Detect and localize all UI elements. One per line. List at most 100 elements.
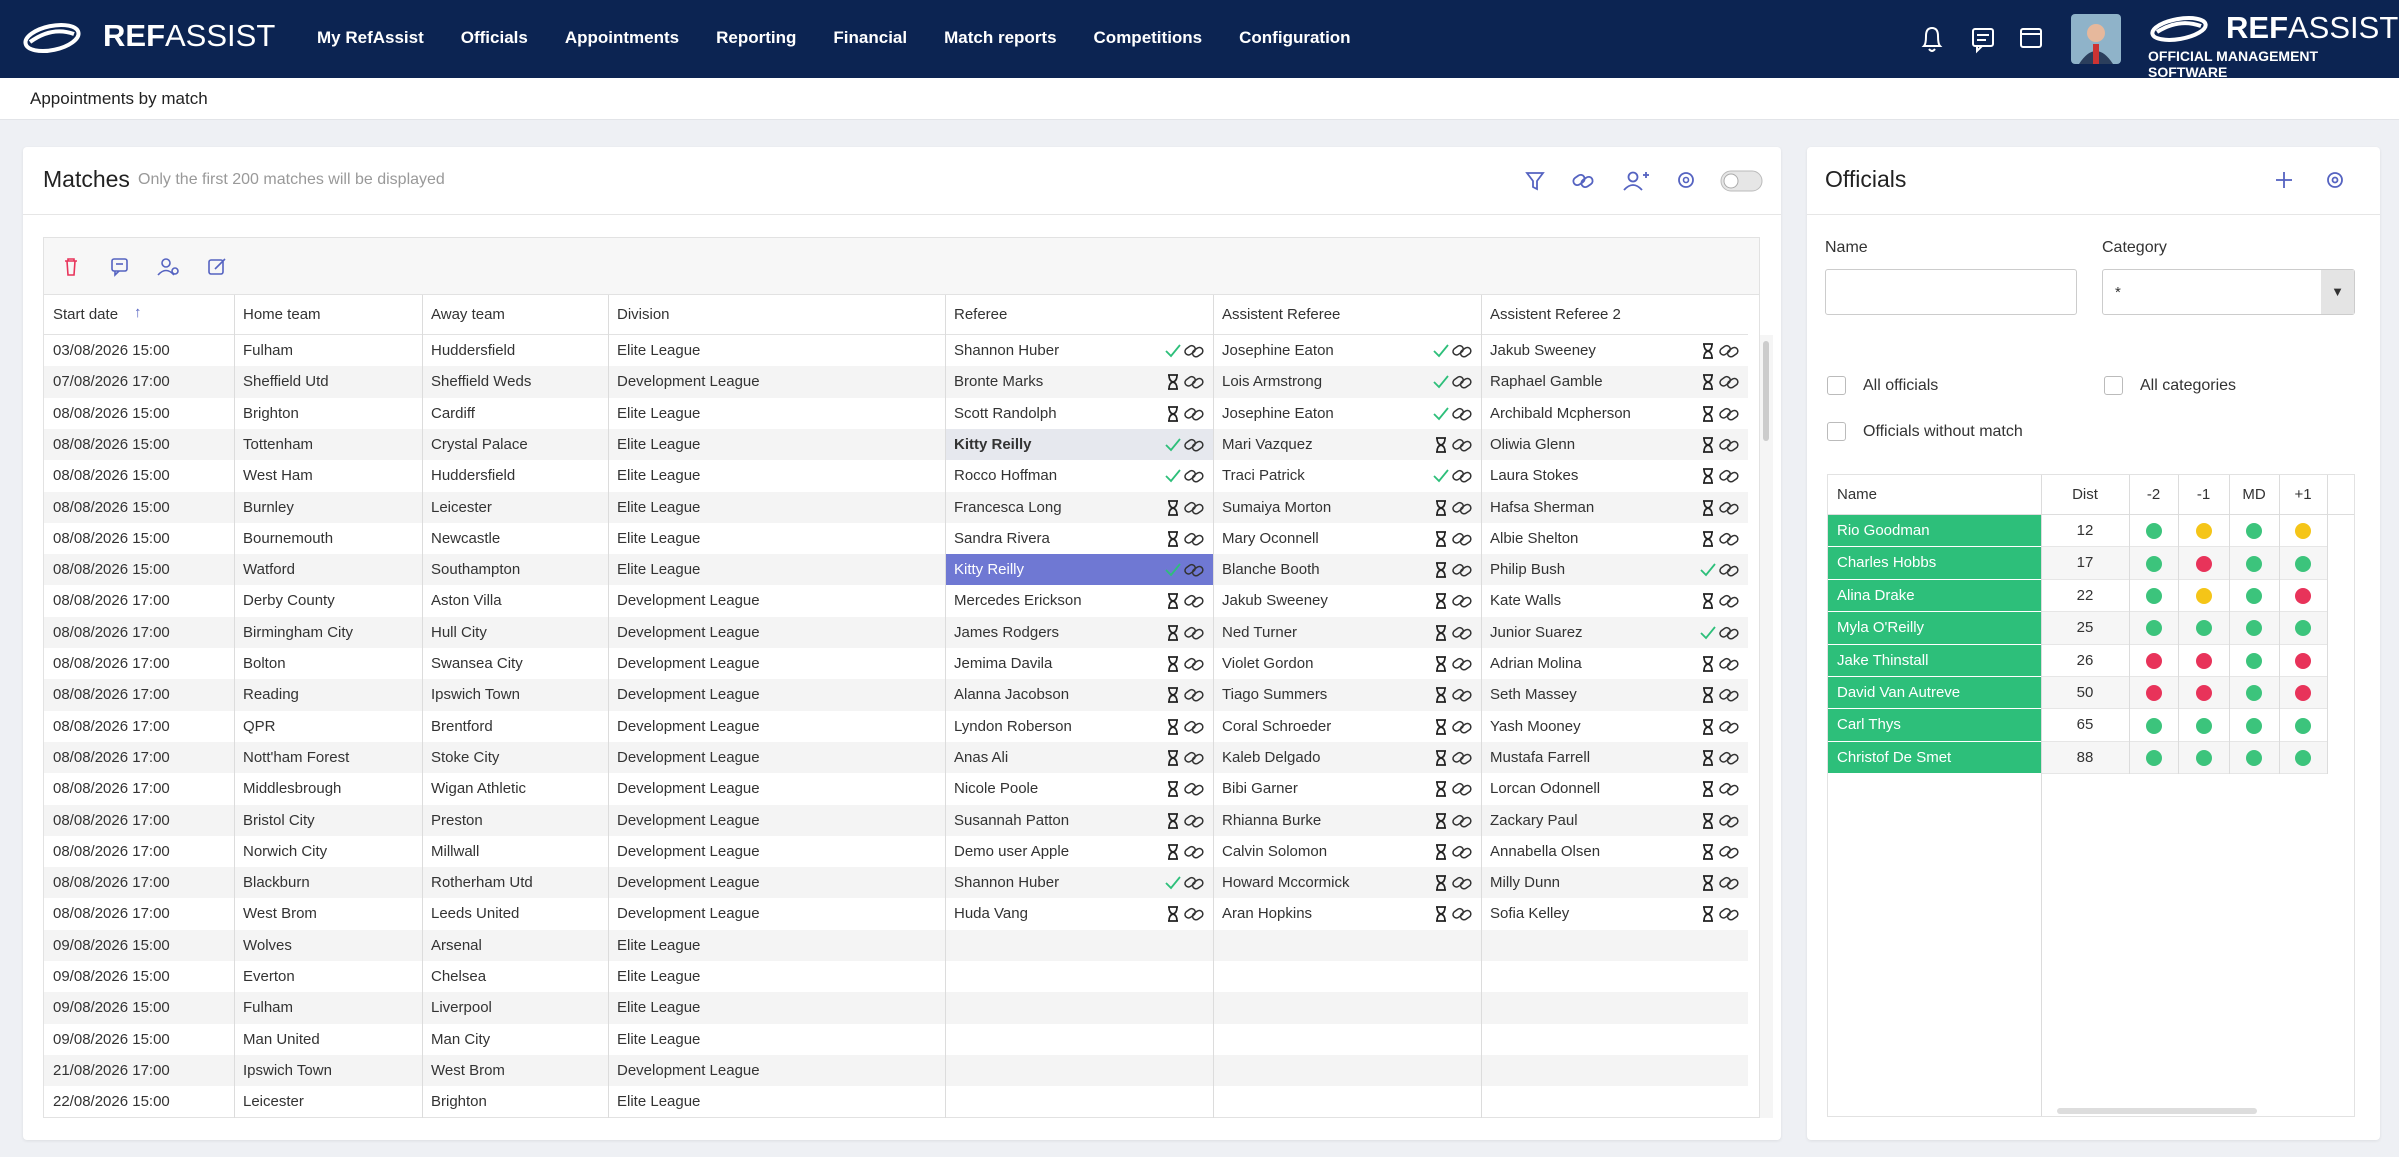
- match-row[interactable]: [44, 460, 1748, 492]
- column-header[interactable]: MD: [2242, 486, 2266, 503]
- official-name[interactable]: Myla O'Reilly: [1828, 612, 2041, 645]
- column-header[interactable]: Division: [617, 306, 670, 323]
- pending-icon[interactable]: [1431, 685, 1475, 705]
- pending-icon[interactable]: [1431, 779, 1475, 799]
- matches-actions[interactable]: [1523, 167, 1773, 197]
- confirmed-icon[interactable]: [1431, 404, 1475, 424]
- table-cell[interactable]: Lyndon Roberson: [945, 711, 1213, 742]
- match-row[interactable]: [44, 428, 1748, 461]
- table-cell[interactable]: Shannon Huber: [945, 867, 1213, 898]
- pending-icon[interactable]: [1163, 529, 1207, 549]
- pending-icon[interactable]: [1698, 717, 1742, 737]
- table-cell[interactable]: Tiago Summers: [1213, 679, 1481, 710]
- table-cell[interactable]: [945, 992, 1213, 1023]
- officials-actions[interactable]: [2273, 167, 2363, 197]
- match-row[interactable]: [44, 648, 1748, 680]
- match-row[interactable]: [44, 616, 1748, 648]
- pending-icon[interactable]: [1698, 498, 1742, 518]
- table-cell[interactable]: James Rodgers: [945, 617, 1213, 648]
- column-header[interactable]: Name: [1837, 486, 1878, 503]
- confirmed-icon[interactable]: [1163, 466, 1207, 486]
- match-row[interactable]: [44, 741, 1748, 774]
- official-name[interactable]: David Van Autreve: [1828, 677, 2041, 710]
- table-cell[interactable]: Susannah Patton: [945, 805, 1213, 836]
- table-cell[interactable]: [1481, 1024, 1748, 1055]
- table-cell[interactable]: Archibald Mcpherson: [1481, 398, 1748, 429]
- pending-icon[interactable]: [1698, 529, 1742, 549]
- table-cell[interactable]: Mary Oconnell: [1213, 523, 1481, 554]
- confirmed-icon[interactable]: [1163, 560, 1207, 580]
- official-name[interactable]: Charles Hobbs: [1828, 547, 2041, 580]
- pending-icon[interactable]: [1431, 904, 1475, 924]
- table-cell[interactable]: Zackary Paul: [1481, 805, 1748, 836]
- table-cell[interactable]: Philip Bush: [1481, 554, 1748, 585]
- table-cell[interactable]: Jakub Sweeney: [1213, 585, 1481, 616]
- table-cell[interactable]: Shannon Huber: [945, 335, 1213, 366]
- scroll-thumb[interactable]: [1763, 341, 1769, 441]
- table-cell[interactable]: Lorcan Odonnell: [1481, 773, 1748, 804]
- confirmed-icon[interactable]: [1163, 873, 1207, 893]
- checkbox[interactable]: [1827, 422, 1846, 441]
- pending-icon[interactable]: [1163, 498, 1207, 518]
- column-header[interactable]: +1: [2294, 486, 2312, 503]
- match-row[interactable]: [44, 366, 1748, 398]
- pending-icon[interactable]: [1698, 873, 1742, 893]
- table-cell[interactable]: Lois Armstrong: [1213, 366, 1481, 397]
- match-row[interactable]: [44, 773, 1748, 805]
- table-cell[interactable]: Calvin Solomon: [1213, 836, 1481, 867]
- table-cell[interactable]: Raphael Gamble: [1481, 366, 1748, 397]
- match-row[interactable]: [44, 554, 1748, 586]
- table-cell[interactable]: Kitty Reilly: [945, 554, 1213, 586]
- confirmed-icon[interactable]: [1431, 372, 1475, 392]
- confirmed-icon[interactable]: [1698, 623, 1742, 643]
- checkbox[interactable]: [2104, 376, 2123, 395]
- nav-item[interactable]: Appointments: [564, 28, 680, 47]
- table-cell[interactable]: Sumaiya Morton: [1213, 492, 1481, 523]
- table-cell[interactable]: Sofia Kelley: [1481, 898, 1748, 929]
- column-header[interactable]: -2: [2146, 486, 2161, 503]
- table-cell[interactable]: Alanna Jacobson: [945, 679, 1213, 710]
- match-row[interactable]: [44, 929, 1748, 961]
- column-header[interactable]: Home team: [243, 306, 321, 323]
- table-cell[interactable]: Huda Vang: [945, 898, 1213, 929]
- table-cell[interactable]: Jakub Sweeney: [1481, 335, 1748, 366]
- avatar[interactable]: [2071, 14, 2121, 64]
- table-cell[interactable]: [945, 1055, 1213, 1086]
- nav-item[interactable]: Financial: [833, 28, 908, 47]
- match-row[interactable]: [44, 1054, 1748, 1087]
- table-cell[interactable]: Milly Dunn: [1481, 867, 1748, 898]
- column-header[interactable]: Away team: [431, 306, 505, 323]
- toolbar-icons[interactable]: [62, 256, 242, 280]
- official-name[interactable]: Alina Drake: [1828, 579, 2041, 613]
- pending-icon[interactable]: [1698, 404, 1742, 424]
- match-row[interactable]: [44, 961, 1748, 993]
- pending-icon[interactable]: [1431, 811, 1475, 831]
- match-row[interactable]: [44, 1023, 1748, 1055]
- h-scrollbar[interactable]: [2057, 1108, 2257, 1114]
- match-row[interactable]: [44, 585, 1748, 617]
- table-cell[interactable]: [945, 1024, 1213, 1055]
- pending-icon[interactable]: [1698, 842, 1742, 862]
- match-row[interactable]: [44, 335, 1748, 367]
- pending-icon[interactable]: [1698, 435, 1742, 455]
- table-cell[interactable]: [1481, 992, 1748, 1023]
- match-row[interactable]: [44, 522, 1748, 555]
- pending-icon[interactable]: [1698, 779, 1742, 799]
- match-row[interactable]: [44, 804, 1748, 836]
- confirmed-icon[interactable]: [1431, 341, 1475, 361]
- table-cell[interactable]: Josephine Eaton: [1213, 398, 1481, 429]
- table-cell[interactable]: Traci Patrick: [1213, 460, 1481, 491]
- official-name[interactable]: Christof De Smet: [1828, 741, 2041, 775]
- checkbox-label[interactable]: All officials: [1863, 377, 1939, 394]
- column-header[interactable]: Assistent Referee 2: [1490, 306, 1621, 323]
- table-cell[interactable]: Bronte Marks: [945, 366, 1213, 397]
- confirmed-icon[interactable]: [1163, 341, 1207, 361]
- pending-icon[interactable]: [1163, 372, 1207, 392]
- table-cell[interactable]: Albie Shelton: [1481, 523, 1748, 554]
- pending-icon[interactable]: [1163, 904, 1207, 924]
- table-cell[interactable]: Josephine Eaton: [1213, 335, 1481, 366]
- table-cell[interactable]: Rocco Hoffman: [945, 460, 1213, 491]
- pending-icon[interactable]: [1698, 811, 1742, 831]
- match-row[interactable]: [44, 1086, 1748, 1118]
- pending-icon[interactable]: [1163, 748, 1207, 768]
